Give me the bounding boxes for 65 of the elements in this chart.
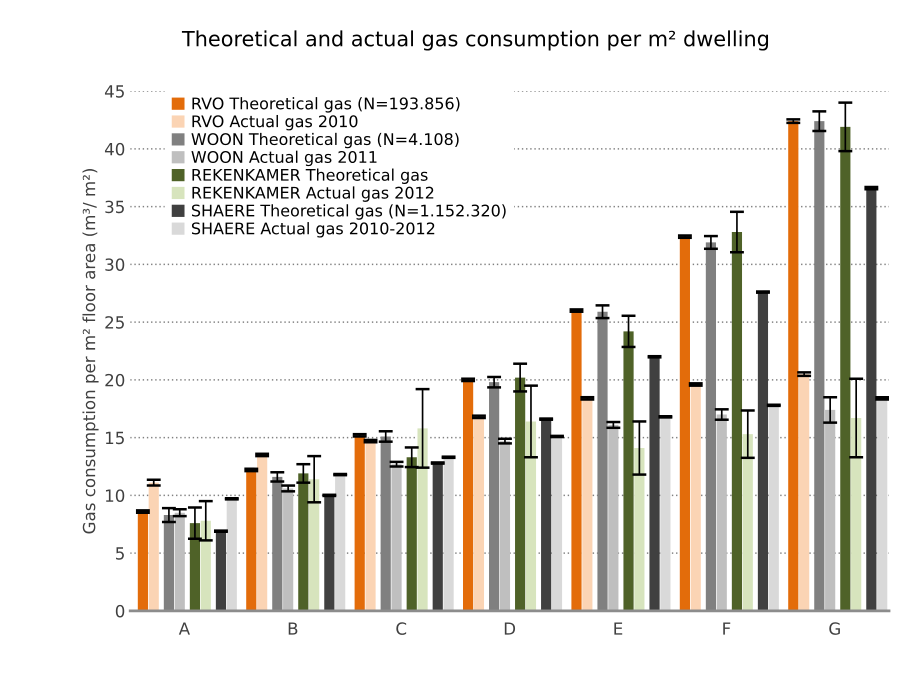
bar <box>309 479 320 611</box>
legend-label: RVO Actual gas 2010 <box>192 114 358 130</box>
y-tick-label: 25 <box>105 316 124 329</box>
bar <box>324 495 334 611</box>
x-tick-label: F <box>723 622 730 635</box>
y-tick-label: 30 <box>105 258 124 271</box>
bar <box>200 520 211 611</box>
bar <box>608 424 618 611</box>
bar <box>716 414 727 611</box>
y-tick-label: 15 <box>106 432 124 444</box>
bar <box>526 421 536 611</box>
x-tick-label: D <box>504 622 516 635</box>
y-axis-title: Gas consumption per m² floor area (m³/ m²) <box>82 169 99 534</box>
y-tick-label: 35 <box>105 200 124 214</box>
bar <box>571 310 582 611</box>
bar <box>825 410 836 611</box>
bar <box>335 474 346 611</box>
bar <box>515 378 526 611</box>
bar <box>732 232 742 611</box>
legend-label: SHAERE Actual gas 2010-2012 <box>192 222 434 238</box>
x-tick-label: C <box>396 622 406 635</box>
legend-label: RVO Theoretical gas (N=193.856) <box>192 97 460 113</box>
chart-title: Theoretical and actual gas consumption per m² dwelling <box>182 30 768 51</box>
legend-label: SHAERE Theoretical gas (N=1.152.320) <box>192 204 506 220</box>
bar <box>660 416 670 611</box>
legend-label: WOON Actual gas 2011 <box>191 150 376 166</box>
bar <box>680 236 690 611</box>
bar <box>190 523 200 611</box>
legend-label: WOON Theoretical gas (N=4.108) <box>191 132 459 148</box>
bar <box>552 436 562 611</box>
bar <box>541 419 552 611</box>
bar <box>742 434 753 611</box>
bar <box>417 428 428 611</box>
x-tick-label: A <box>178 622 190 635</box>
bar <box>768 405 779 611</box>
bar <box>432 463 443 611</box>
bar <box>500 441 510 611</box>
bar <box>623 331 634 611</box>
bar <box>174 512 185 611</box>
x-tick-label: B <box>288 622 298 635</box>
bar <box>443 457 454 611</box>
bar <box>788 121 798 611</box>
bar <box>758 292 768 611</box>
y-tick-label: 10 <box>106 489 124 502</box>
bar <box>851 418 862 611</box>
bar <box>649 356 660 611</box>
x-tick-label: E <box>614 622 622 635</box>
y-tick-label: 45 <box>104 85 124 98</box>
legend-label: REKENKAMER Actual gas 2012 <box>192 186 434 202</box>
y-tick-label: 0 <box>116 604 124 618</box>
bar <box>216 531 226 611</box>
bar <box>283 488 294 611</box>
bar <box>840 126 850 611</box>
bar <box>799 374 810 611</box>
bar <box>148 482 159 611</box>
bar <box>406 457 417 611</box>
bar <box>226 498 237 611</box>
x-tick-label: G <box>829 622 840 635</box>
bar <box>298 473 308 611</box>
y-tick-label: 5 <box>116 547 124 560</box>
bar <box>391 464 402 611</box>
legend-label: REKENKAMER Theoretical gas <box>192 168 428 184</box>
y-tick-label: 40 <box>104 142 124 156</box>
y-tick-label: 20 <box>105 374 124 386</box>
bar <box>634 448 644 611</box>
